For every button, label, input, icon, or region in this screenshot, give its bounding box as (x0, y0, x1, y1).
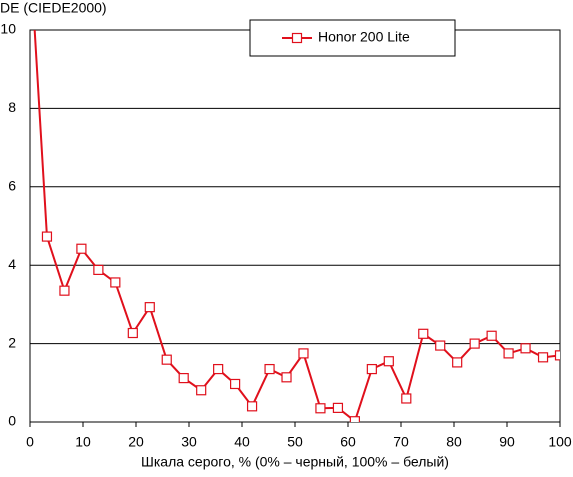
x-tick-label: 80 (446, 434, 462, 450)
marker (469, 338, 480, 349)
marker (213, 363, 224, 375)
x-tick-label: 0 (26, 434, 34, 450)
marker (178, 372, 189, 384)
x-axis-title: Шкала серого, % (0% – черный, 100% – бел… (141, 454, 449, 470)
marker (383, 356, 394, 367)
x-tick-label: 90 (499, 434, 515, 450)
marker (144, 302, 155, 313)
marker (503, 348, 514, 359)
marker (537, 352, 549, 363)
marker (452, 357, 463, 368)
marker (59, 285, 70, 296)
y-tick-label: 6 (8, 178, 16, 194)
marker (418, 328, 429, 339)
marker (264, 363, 275, 375)
marker (76, 243, 87, 254)
series-line (33, 30, 560, 422)
x-tick-label: 10 (75, 434, 91, 450)
legend-label: Honor 200 Lite (318, 29, 410, 45)
x-tick-label: 40 (234, 434, 250, 450)
marker (315, 403, 326, 414)
marker (41, 231, 53, 242)
marker (366, 363, 377, 375)
plot-border (29, 29, 561, 423)
marker (435, 340, 446, 351)
x-tick-label: 20 (128, 434, 144, 450)
marker (93, 264, 104, 276)
marker (520, 343, 531, 354)
marker (161, 354, 172, 365)
marker (486, 330, 497, 341)
y-tick-label: 0 (8, 413, 16, 429)
x-tick-label: 60 (340, 434, 356, 450)
x-tick-label: 50 (287, 434, 303, 450)
marker (110, 277, 121, 288)
marker (127, 327, 138, 339)
marker (281, 372, 292, 383)
marker (332, 402, 344, 413)
marker (401, 393, 412, 404)
marker (349, 416, 360, 422)
y-tick-label: 2 (8, 334, 16, 350)
marker (554, 350, 560, 361)
y-tick-label: 8 (8, 99, 16, 115)
marker (298, 348, 309, 359)
legend-marker (291, 32, 303, 44)
marker (230, 378, 241, 390)
marker (246, 401, 258, 412)
x-tick-label: 30 (181, 434, 197, 450)
x-tick-label: 100 (548, 434, 572, 450)
marker (196, 385, 207, 396)
x-tick-label: 70 (393, 434, 409, 450)
y-axis-title: DE (CIEDE2000) (0, 0, 107, 16)
plot-area (33, 30, 560, 422)
y-tick-label: 4 (8, 256, 16, 272)
y-tick-label: 10 (0, 21, 16, 37)
